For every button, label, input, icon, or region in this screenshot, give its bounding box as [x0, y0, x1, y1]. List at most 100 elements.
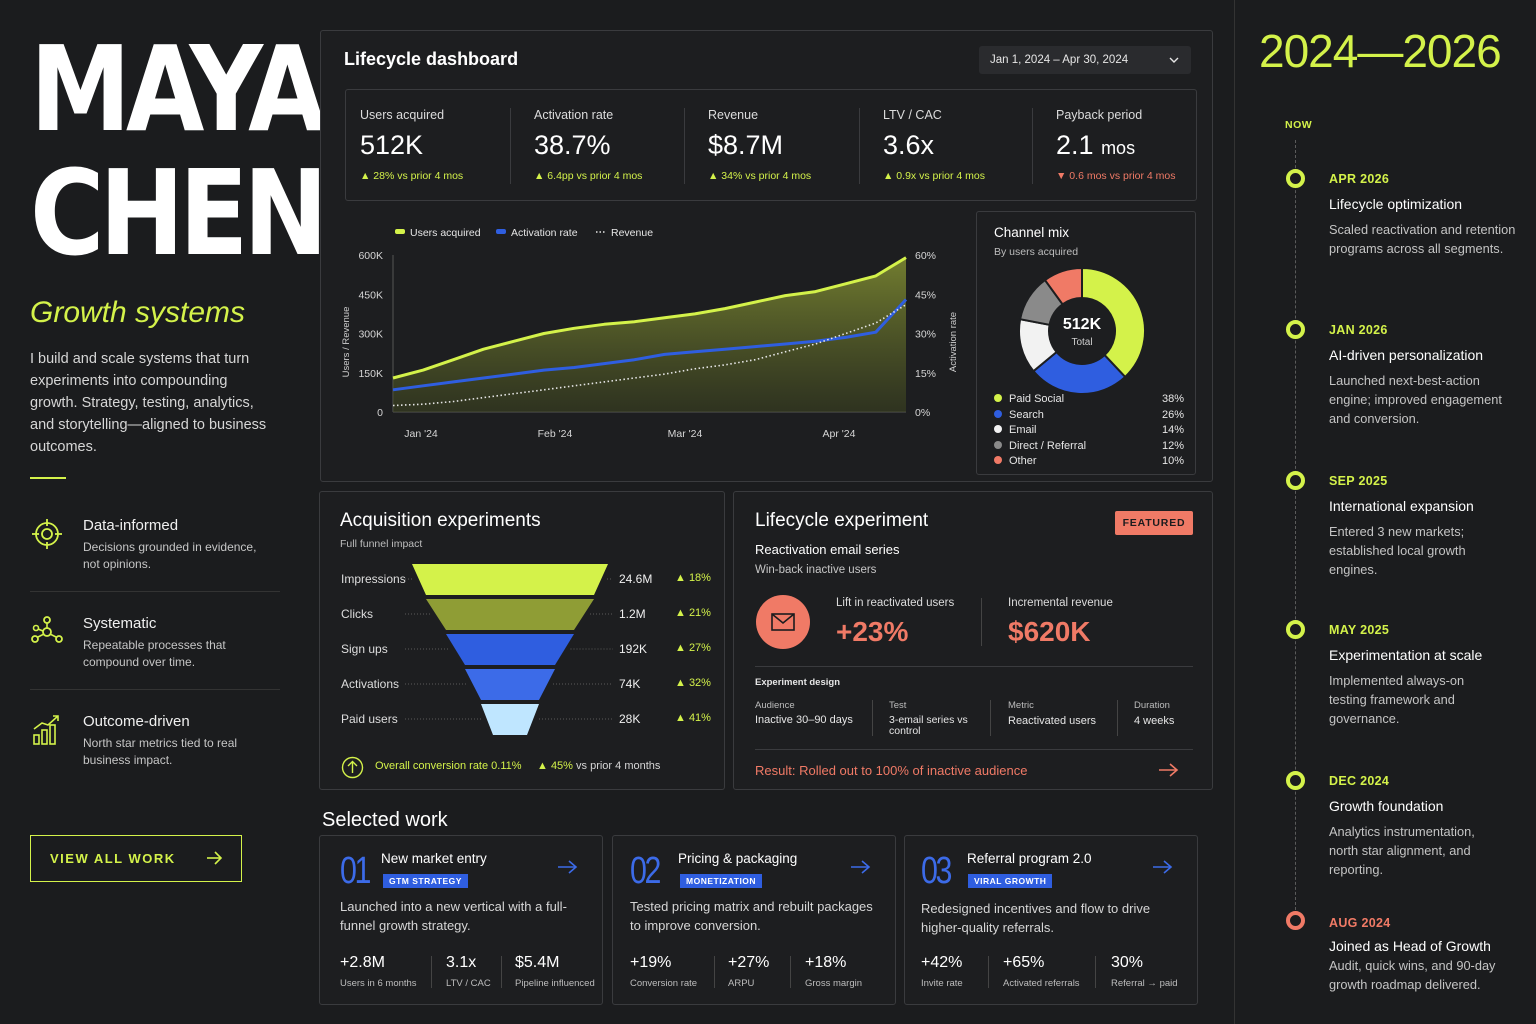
design-key: Duration: [1134, 700, 1170, 711]
timeline-event: APR 2026 Lifecycle optimization Scaled r…: [1329, 172, 1519, 258]
event-title: Growth foundation: [1329, 798, 1444, 814]
y-tick-label: 600K: [358, 250, 383, 262]
revenue-label: Incremental revenue: [1008, 597, 1113, 609]
arrow-right-icon[interactable]: [1157, 761, 1179, 779]
work-desc: Launched into a new vertical with a full…: [340, 899, 567, 933]
timeline-event: DEC 2024 Growth foundation Analytics ins…: [1329, 774, 1499, 879]
funnel-change: ▲ 18%: [675, 572, 711, 584]
arrow-right-icon[interactable]: [1151, 858, 1173, 876]
channel-name: Search: [1009, 408, 1044, 421]
channel-mix-card: Channel mix By users acquired 512K Total…: [976, 211, 1196, 475]
kpi-label: LTV / CAC: [883, 108, 942, 122]
arrow-up-circle-icon: [341, 756, 364, 779]
divider: [30, 591, 280, 592]
kpi-change: ▲ 34% vs prior 4 mos: [708, 170, 812, 182]
featured-badge: FEATURED: [1115, 511, 1193, 535]
metric-label: Gross margin: [805, 978, 863, 989]
divider: [1095, 956, 1096, 988]
lifecycle-dashboard: Lifecycle dashboard Jan 1, 2024 – Apr 30…: [320, 30, 1213, 482]
work-metric: +2.8M Users in 6 months: [340, 954, 417, 989]
view-all-work-button[interactable]: VIEW ALL WORK: [30, 835, 242, 882]
funnel-value: 1.2M: [619, 607, 646, 621]
work-title: New market entry: [381, 851, 487, 866]
channel-pct: 38%: [1161, 393, 1184, 405]
timeline-node: [1286, 471, 1305, 490]
donut-chart: [1018, 266, 1146, 395]
funnel-stage: [446, 634, 574, 665]
work-card-referral-program[interactable]: 03 Referral program 2.0 VIRAL GROWTH Red…: [904, 835, 1198, 1005]
result-link[interactable]: Result: Rolled out to 100% of inactive a…: [755, 763, 1028, 778]
divider: [714, 956, 715, 988]
design-key: Test: [889, 700, 907, 711]
work-title: Referral program 2.0: [967, 851, 1092, 866]
event-desc: Entered 3 new markets; established local…: [1329, 524, 1466, 577]
event-title: AI-driven personalization: [1329, 347, 1484, 363]
funnel-value: 24.6M: [619, 572, 653, 586]
kpi-value-number: 2.1: [1056, 130, 1094, 160]
kpi-change: ▼ 0.6 mos vs prior 4 mos: [1056, 170, 1176, 182]
funnel-value: 74K: [619, 677, 641, 691]
event-date: JAN 2026: [1329, 323, 1388, 337]
donut-slice: [1081, 266, 1146, 379]
kpi-activation-rate: Activation rate 38.7% ▲ 6.4pp vs prior 4…: [520, 90, 694, 202]
channel-pct: 26%: [1161, 408, 1184, 421]
kpi-label: Users acquired: [360, 108, 445, 122]
metric-label: Activated referrals: [1003, 978, 1080, 989]
acquisition-title: Acquisition experiments: [340, 510, 541, 531]
metric-value: 30%: [1111, 954, 1144, 971]
timeline-node: [1286, 911, 1305, 930]
work-number: 01: [340, 850, 371, 892]
funnel-value: 192K: [619, 642, 648, 656]
kpi-ltv-cac: LTV / CAC 3.6x ▲ 0.9x vs prior 4 mos: [869, 90, 1043, 202]
design-key: Metric: [1008, 700, 1034, 711]
date-range-select[interactable]: Jan 1, 2024 – Apr 30, 2024: [979, 46, 1191, 74]
funnel-label: Clicks: [341, 607, 373, 621]
channel-name: Email: [1009, 424, 1037, 436]
channel-name: Paid Social: [1009, 393, 1065, 405]
funnel-change: ▲ 41%: [675, 712, 711, 724]
arrow-right-icon[interactable]: [849, 858, 871, 876]
y2-axis-title: Activation rate: [948, 312, 959, 372]
metric-value: +18%: [805, 954, 847, 971]
arrow-right-icon[interactable]: [556, 858, 578, 876]
metric-value: 3.1x: [446, 954, 477, 971]
event-desc: Scaled reactivation and retention progra…: [1329, 222, 1516, 256]
timeline-event: JAN 2026 AI-driven personalization Launc…: [1329, 323, 1519, 428]
timeline-event: AUG 2024 Joined as Head of Growth Audit,…: [1329, 916, 1509, 994]
kpi-change: ▲ 0.9x vs prior 4 mos: [883, 170, 986, 182]
kpi-change: ▲ 6.4pp vs prior 4 mos: [534, 170, 643, 182]
design-val: 4 weeks: [1134, 715, 1175, 727]
event-date: SEP 2025: [1329, 474, 1388, 488]
work-card-pricing-packaging[interactable]: 02 Pricing & packaging MONETIZATION Test…: [612, 835, 896, 1005]
event-title: Experimentation at scale: [1329, 647, 1483, 663]
design-audience: Audience Inactive 30–90 days: [755, 700, 870, 726]
divider: [872, 700, 873, 736]
divider: [859, 108, 860, 184]
career-timeline: 2024—2026 NOW APR 2026 Lifecycle optimiz…: [1234, 0, 1536, 1024]
divider: [755, 749, 1193, 750]
kpi-label: Activation rate: [534, 108, 614, 122]
metric-label: ARPU: [728, 978, 755, 989]
profile-sidebar: MAYA CHEN Growth systems I build and sca…: [0, 0, 328, 1024]
metric-value: +2.8M: [340, 954, 385, 971]
work-tag: GTM STRATEGY: [383, 874, 468, 888]
legend-dot: [994, 394, 1002, 402]
channel-legend-item: Paid Social 38%: [994, 393, 1184, 405]
work-tag: VIRAL GROWTH: [968, 874, 1053, 888]
donut-slice: [1043, 266, 1083, 306]
arrow-right-icon: [207, 851, 223, 865]
work-card-new-market-entry[interactable]: 01 New market entry GTM STRATEGY Launche…: [319, 835, 603, 1005]
kpi-value: $8.7M: [708, 130, 784, 160]
work-metric: $5.4M Pipeline influenced: [515, 954, 595, 989]
design-val: 3-email series vs control: [889, 714, 968, 737]
date-range-value: Jan 1, 2024 – Apr 30, 2024: [990, 54, 1129, 66]
channel-name: Direct / Referral: [1009, 439, 1087, 452]
donut-total-label: Total: [1071, 337, 1093, 348]
tagline: Growth systems: [30, 296, 246, 329]
channel-legend-item: Other 10%: [994, 455, 1184, 467]
pillar-outcome-driven: Outcome-driven North star metrics tied t…: [30, 713, 280, 813]
channel-legend-item: Email 14%: [994, 424, 1184, 436]
kpi-label: Revenue: [708, 108, 759, 122]
legend-label: Users acquired: [410, 227, 481, 239]
work-metric: +27% ARPU: [728, 954, 769, 989]
